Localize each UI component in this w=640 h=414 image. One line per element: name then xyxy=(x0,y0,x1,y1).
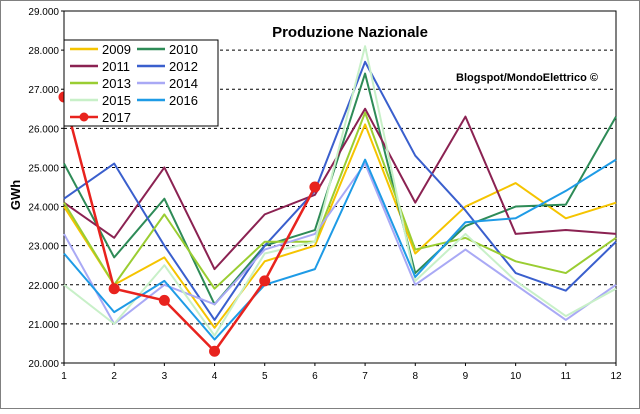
legend-label: 2016 xyxy=(169,93,198,108)
legend-marker xyxy=(79,112,89,122)
series-line-2012 xyxy=(63,60,617,321)
legend-label: 2014 xyxy=(169,76,198,91)
x-tick-label: 10 xyxy=(510,371,522,382)
x-tick-label: 1 xyxy=(61,371,67,382)
y-tick-label: 24.000 xyxy=(28,203,59,214)
data-point-2017 xyxy=(209,345,221,357)
series-line-2017 xyxy=(62,96,317,353)
y-tick-label: 26.000 xyxy=(28,124,59,135)
y-tick-label: 23.000 xyxy=(28,242,59,253)
series-line-2013 xyxy=(63,111,617,290)
plot-area-border xyxy=(63,10,617,364)
x-tick-label: 11 xyxy=(561,371,572,382)
series-2011 xyxy=(63,107,617,271)
x-tick-labels: 1 2 3 4 5 6 7 8 9 10 11 12 xyxy=(61,363,622,382)
data-point-2017 xyxy=(108,283,120,295)
y-tick-label: 20.000 xyxy=(28,359,59,370)
y-tick-label: 21.000 xyxy=(28,320,59,331)
legend-item-2014: 2014 xyxy=(137,76,198,91)
legend-item-2011: 2011 xyxy=(70,59,130,74)
series-2014 xyxy=(63,162,617,325)
data-point-2017 xyxy=(259,275,271,287)
legend-label: 2017 xyxy=(102,110,131,125)
x-tick-label: 12 xyxy=(610,371,622,382)
y-tick-label: 29.000 xyxy=(28,7,59,18)
legend-item-2015: 2015 xyxy=(70,93,131,108)
series-line-2016 xyxy=(63,158,617,341)
legend-label: 2010 xyxy=(169,42,198,57)
series-2016 xyxy=(63,158,617,341)
watermark-annotation: Blogspot/MondoElettrico © xyxy=(456,72,598,84)
series-2012 xyxy=(63,60,617,321)
series-line-2015 xyxy=(63,45,617,337)
legend-item-2009: 2009 xyxy=(70,42,131,57)
legend-item-2012: 2012 xyxy=(137,59,198,74)
chart-title: Produzione Nazionale xyxy=(272,24,428,41)
x-tick-label: 2 xyxy=(111,371,117,382)
series-2015 xyxy=(63,45,617,337)
legend-item-2017: 2017 xyxy=(70,110,131,125)
x-tick-label: 4 xyxy=(212,371,218,382)
legend-item-2013: 2013 xyxy=(70,76,131,91)
series-line-2009 xyxy=(63,123,617,329)
legend-item-2016: 2016 xyxy=(137,93,198,108)
y-tick-label: 25.000 xyxy=(28,163,59,174)
legend-label: 2013 xyxy=(102,76,131,91)
legend-label: 2012 xyxy=(169,59,198,74)
x-tick-label: 9 xyxy=(463,371,469,382)
y-tick-label: 27.000 xyxy=(28,85,59,96)
legend-label: 2009 xyxy=(102,42,131,57)
legend-label: 2011 xyxy=(102,59,130,74)
data-point-2017 xyxy=(309,181,321,193)
x-tick-label: 3 xyxy=(162,371,168,382)
legend-label: 2015 xyxy=(102,93,131,108)
x-tick-label: 5 xyxy=(262,371,268,382)
x-tick-label: 8 xyxy=(412,371,418,382)
legend-item-2010: 2010 xyxy=(137,42,198,57)
y-axis-label: GWh xyxy=(8,180,23,210)
legend: 2009 2010 2011 2012 2013 2014 2015 2016 2017 xyxy=(63,39,219,127)
y-tick-label: 22.000 xyxy=(28,281,59,292)
data-point-2017 xyxy=(158,294,170,306)
y-tick-label: 28.000 xyxy=(28,46,59,57)
series-line-2014 xyxy=(63,162,617,325)
series-lines xyxy=(58,45,617,357)
series-line-2011 xyxy=(63,107,617,271)
x-tick-label: 7 xyxy=(362,371,368,382)
series-2009 xyxy=(63,123,617,329)
x-tick-label: 6 xyxy=(312,371,318,382)
series-2013 xyxy=(63,111,617,290)
